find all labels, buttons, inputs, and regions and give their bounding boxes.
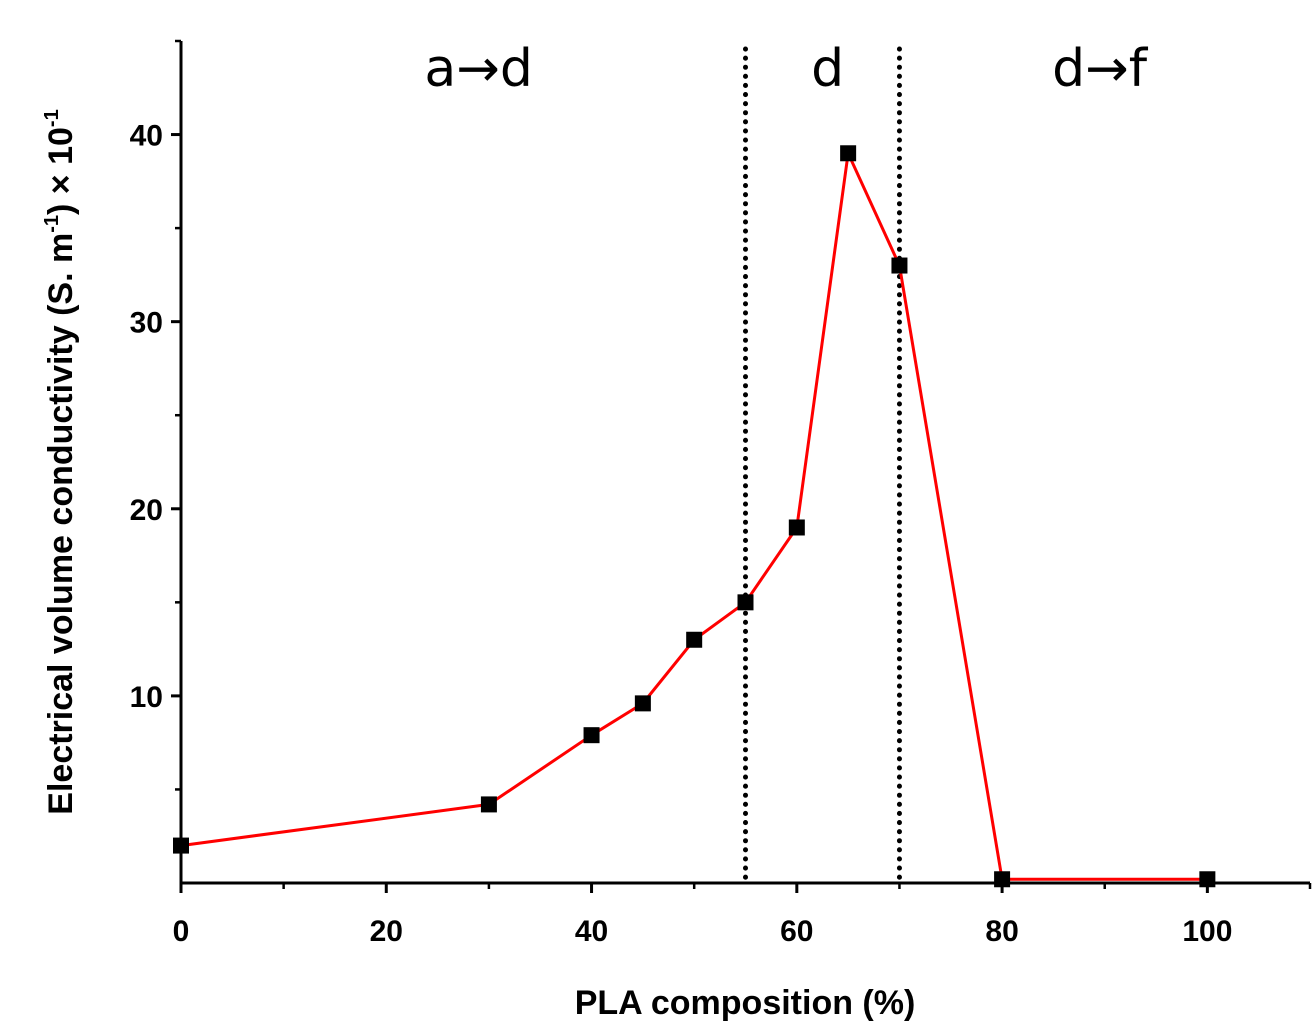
data-point-3 [634, 695, 651, 712]
y-tick-label-0: 10 [130, 681, 163, 714]
y-tick-label-2: 30 [130, 307, 163, 340]
region-label-0: a→d [424, 39, 532, 99]
data-point-5 [737, 594, 754, 611]
x-tick-label-1: 20 [370, 915, 403, 948]
tick-labels: 0 20 40 60 80 100 10 20 30 40 [130, 120, 1233, 948]
y-tick-label-3: 40 [130, 120, 163, 153]
data-point-9 [994, 871, 1011, 888]
y-axis-label-sup-1: -1 [41, 215, 63, 233]
x-tick-label-0: 0 [173, 915, 190, 948]
y-tick-label-1: 20 [130, 494, 163, 527]
x-tick-label-4: 80 [985, 915, 1018, 948]
data-point-4 [686, 631, 703, 648]
region-label-2: d→f [1052, 39, 1149, 99]
region-labels: a→d d d→f [424, 39, 1148, 99]
y-axis-label-text-1: Electrical volume conductivity (S. m [42, 233, 80, 815]
x-axis-label: PLA composition (%) [575, 984, 916, 1022]
ticks [171, 39, 1312, 893]
y-axis-label-text-2: ) × 10 [42, 127, 80, 215]
region-dividers [743, 46, 902, 886]
series-line-0 [180, 151, 1208, 881]
x-tick-label-2: 40 [575, 915, 608, 948]
y-axis-label-sup-2: -1 [41, 109, 63, 127]
data-point-10 [1199, 871, 1216, 888]
data-point-2 [583, 727, 600, 744]
x-tick-label-5: 100 [1182, 915, 1232, 948]
data-point-7 [840, 145, 857, 162]
x-tick-label-3: 60 [780, 915, 813, 948]
data-point-1 [480, 796, 497, 813]
region-label-1: d [811, 39, 844, 99]
series [173, 145, 1216, 888]
y-axis-label: Electrical volume conductivity (S. m-1) … [41, 109, 80, 814]
data-point-0 [173, 837, 189, 854]
axes [179, 41, 1310, 885]
data-point-6 [788, 519, 805, 536]
data-point-8 [891, 257, 908, 274]
